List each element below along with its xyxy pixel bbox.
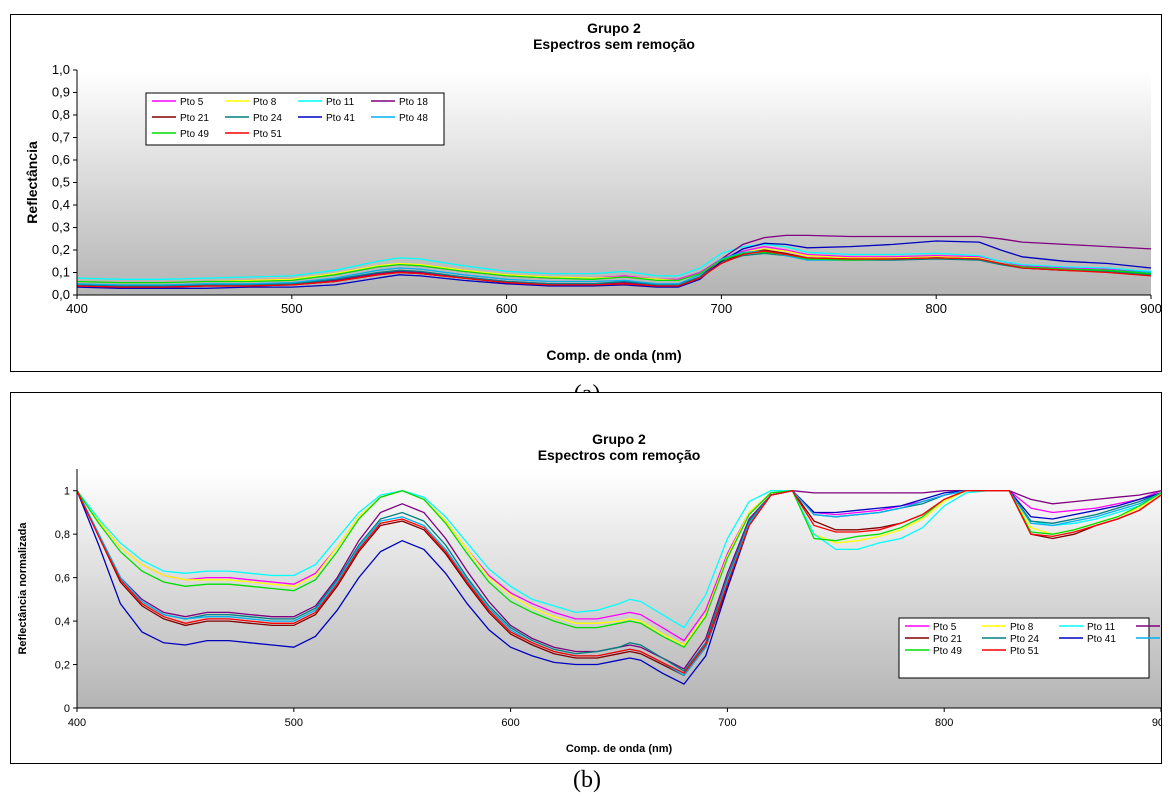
y-tick-label: 0,9 — [52, 85, 70, 100]
y-axis-label: Reflectância — [24, 141, 40, 224]
legend-entry: Pto 5 — [933, 622, 957, 633]
x-tick-label: 400 — [66, 301, 88, 316]
y-tick-label: 0,8 — [55, 529, 70, 541]
series-line-pto-41 — [76, 240, 1152, 289]
y-tick-label: 0,3 — [52, 220, 70, 235]
y-tick-label: 0,2 — [52, 242, 70, 257]
legend-entry: Pto 41 — [1087, 634, 1116, 645]
legend-entry: Pto 49 — [180, 129, 209, 140]
chart-subtitle: Espectros com remoção — [538, 447, 701, 463]
series-line-pto-11 — [76, 243, 1152, 280]
x-tick-label: 500 — [285, 717, 303, 729]
y-tick-label: 0,1 — [52, 265, 70, 280]
legend-entry: Pto 21 — [933, 634, 962, 645]
caption-b: (b) — [573, 767, 601, 793]
legend-entry: Pto 18 — [399, 97, 428, 108]
y-tick-label: 1,0 — [52, 62, 70, 77]
legend-entry: Pto 21 — [180, 113, 209, 124]
y-tick-label: 0,8 — [52, 107, 70, 122]
y-axis-label: Reflectância normalizada — [17, 522, 29, 655]
chart-subtitle: Espectros sem remoção — [533, 36, 695, 52]
legend-entry: Pto 24 — [1010, 634, 1039, 645]
y-tick-label: 0,5 — [52, 175, 70, 190]
series-line-pto-51 — [76, 489, 1161, 675]
x-tick-label: 500 — [281, 301, 303, 316]
x-tick-label: 800 — [925, 301, 947, 316]
legend-entry: Pto 48 — [399, 113, 428, 124]
x-axis-label: Comp. de onda (nm) — [546, 347, 681, 363]
legend-entry: Pto 8 — [253, 97, 277, 108]
legend-entry: Pto 24 — [253, 113, 282, 124]
y-tick-label: 0,6 — [55, 573, 70, 585]
y-tick-label: 0,4 — [55, 616, 70, 628]
legend-entry: Pto 5 — [180, 97, 204, 108]
legend-box — [898, 617, 1150, 679]
x-tick-label: 600 — [496, 301, 518, 316]
series-line-pto-24 — [76, 252, 1152, 287]
y-tick-label: 1 — [64, 486, 70, 498]
chart-title: Grupo 2 — [587, 20, 641, 36]
legend-entry: Pto 11 — [1087, 622, 1116, 633]
x-tick-label: 700 — [711, 301, 733, 316]
y-tick-label: 0,0 — [52, 287, 70, 302]
series-line-pto-51 — [76, 250, 1152, 288]
x-tick-label: 900 — [1152, 717, 1161, 729]
x-tick-label: 700 — [718, 717, 736, 729]
x-axis-label: Comp. de onda (nm) — [566, 743, 673, 755]
series-line-pto-11 — [76, 490, 1161, 629]
legend-entry: Pto 11 — [326, 97, 355, 108]
x-tick-label: 900 — [1140, 301, 1161, 316]
legend-entry: Pto 41 — [326, 113, 355, 124]
legend-entry: Pto 8 — [1010, 622, 1034, 633]
x-tick-label: 400 — [68, 717, 86, 729]
x-tick-label: 800 — [935, 717, 953, 729]
legend-entry: Pto 51 — [1010, 646, 1039, 657]
legend-entry: Pto 49 — [933, 646, 962, 657]
chart-panel-b: Grupo 2 Espectros com remoção 400 500 600 700… — [10, 392, 1162, 764]
chart-panel-a: Grupo 2 Espectros sem remoção 400 500 600 700… — [10, 14, 1162, 372]
y-tick-label: 0 — [64, 703, 70, 715]
chart-title: Grupo 2 — [592, 431, 646, 447]
y-tick-label: 0,6 — [52, 152, 70, 167]
y-tick-label: 0,7 — [52, 130, 70, 145]
x-tick-label: 600 — [501, 717, 519, 729]
y-tick-label: 0,2 — [55, 660, 70, 672]
y-tick-label: 0,4 — [52, 197, 70, 212]
legend-entry: Pto 51 — [253, 129, 282, 140]
